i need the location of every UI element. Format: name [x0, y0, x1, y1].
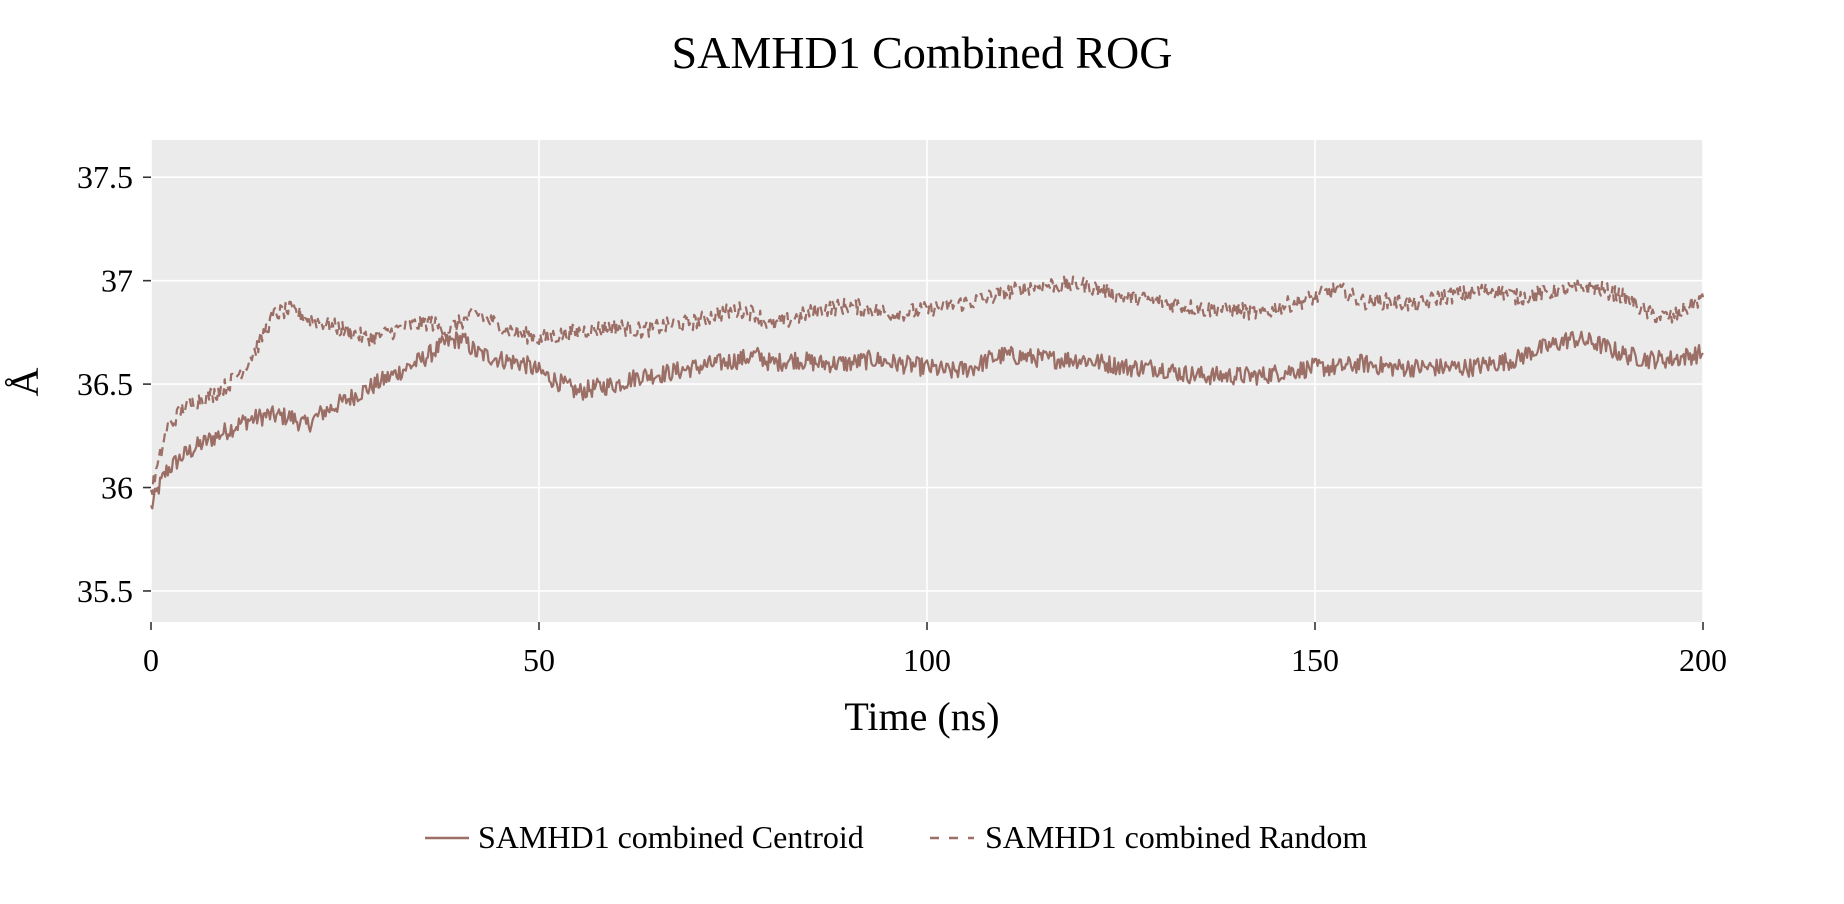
- y-tick-label: 37.5: [77, 159, 133, 195]
- y-tick-label: 36.5: [77, 366, 133, 402]
- legend: SAMHD1 combined Centroid SAMHD1 combined …: [425, 819, 1367, 855]
- y-tick-label: 35.5: [77, 573, 133, 609]
- y-tick-label: 37: [101, 263, 133, 299]
- y-tick-label: 36: [101, 470, 133, 506]
- x-tick-label: 0: [143, 642, 159, 678]
- series-line-centroid: [149, 330, 1704, 510]
- x-tick-label: 150: [1291, 642, 1339, 678]
- y-axis-label: Å: [2, 367, 47, 396]
- x-tick-label: 200: [1679, 642, 1727, 678]
- gridlines: [150, 140, 1704, 622]
- series-lines: [149, 275, 1705, 510]
- legend-label-centroid: SAMHD1 combined Centroid: [478, 819, 864, 855]
- x-axis-label: Time (ns): [844, 694, 999, 739]
- x-tick-label: 50: [523, 642, 555, 678]
- series-line-random: [149, 275, 1705, 496]
- legend-label-random: SAMHD1 combined Random: [985, 819, 1367, 855]
- x-tick-label: 100: [903, 642, 951, 678]
- axes: 0 50 100 150 200 35.5 36 36.5 37 37.5: [77, 159, 1727, 678]
- chart-title: SAMHD1 Combined ROG: [672, 27, 1173, 78]
